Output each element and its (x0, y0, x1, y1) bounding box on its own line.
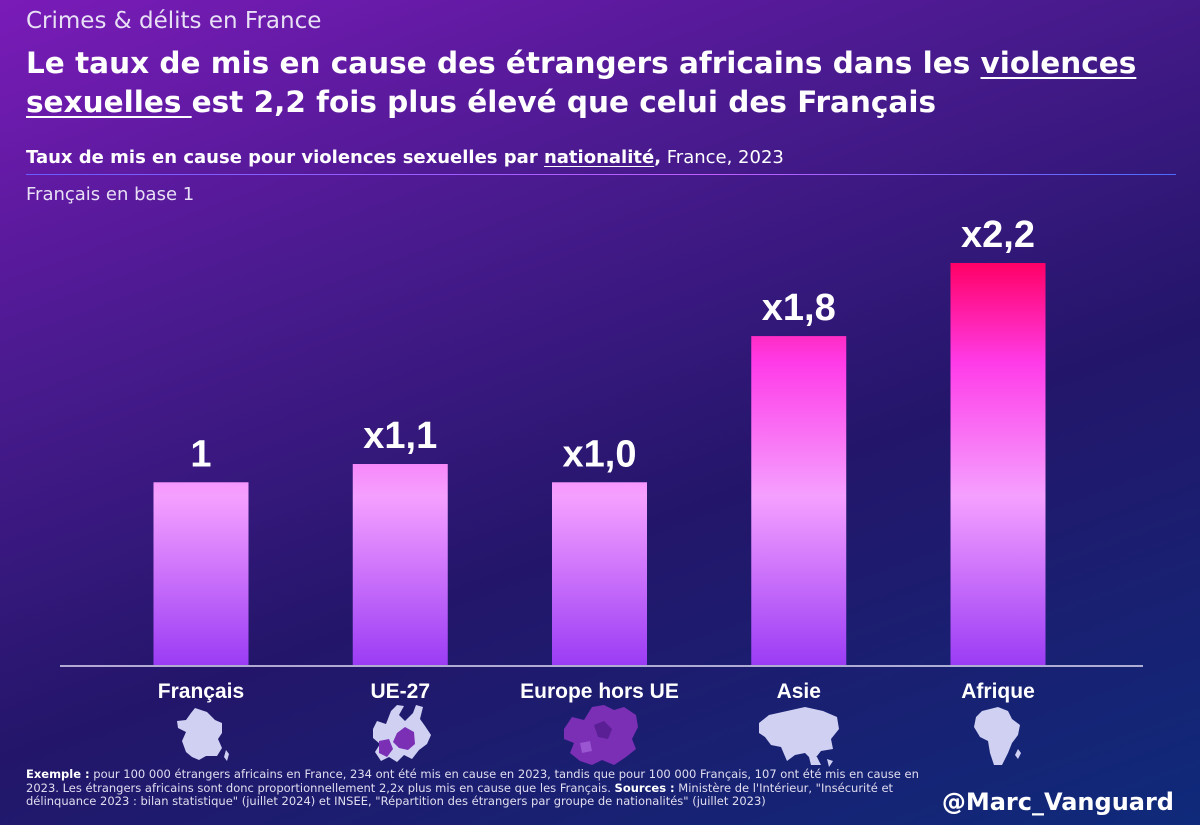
value-label-1: x1,1 (363, 415, 437, 457)
bar-0 (153, 482, 249, 665)
value-label-0: 1 (190, 433, 211, 475)
france-map-icon (177, 708, 229, 761)
category-label-1: UE-27 (370, 680, 430, 703)
europe-non-eu-map-icon (564, 705, 638, 765)
category-label-2: Europe hors UE (520, 680, 679, 703)
category-label-0: Français (158, 680, 244, 703)
divider (26, 174, 1176, 175)
bar-2 (552, 482, 647, 665)
headline-part-1: Le taux de mis en cause des étrangers af… (26, 46, 981, 80)
value-label-4: x2,2 (961, 214, 1035, 256)
subtitle-bold: Taux de mis en cause pour violences sexu… (26, 147, 544, 168)
example-label: Exemple : (26, 767, 90, 781)
bar-4 (950, 263, 1046, 665)
bar-1 (352, 464, 448, 665)
subtitle-rest: France, 2023 (661, 147, 784, 168)
headline-part-2: est 2,2 fois plus élevé que celui des Fr… (191, 85, 936, 119)
value-label-2: x1,0 (563, 433, 637, 475)
headline: Le taux de mis en cause des étrangers af… (26, 44, 1176, 122)
category-label-4: Afrique (961, 680, 1035, 703)
example-text: pour 100 000 étrangers africains en Fran… (26, 767, 919, 795)
kicker: Crimes & délits en France (26, 8, 322, 34)
sources-text: Ministère de l'Intérieur, "Insécurité et… (26, 780, 894, 808)
subtitle-nationalite: nationalité (543, 147, 655, 168)
value-label-3: x1,8 (762, 287, 836, 329)
sources-label: Sources : (614, 780, 675, 795)
chart-subtitle: Taux de mis en cause pour violences sexu… (26, 147, 784, 168)
bar-3 (751, 336, 847, 665)
footnote: Exemple : pour 100 000 étrangers africai… (26, 767, 926, 809)
asia-map-icon (759, 707, 839, 767)
eu27-map-icon (373, 705, 431, 762)
category-label-3: Asie (777, 680, 821, 703)
africa-map-icon (974, 707, 1021, 765)
headline-underlined-1: violences (980, 46, 1137, 80)
subtitle-comma: , (654, 147, 662, 168)
headline-underlined-2: sexuelles (26, 85, 192, 119)
author-handle: @Marc_Vanguard (941, 788, 1174, 816)
base-note: Français en base 1 (26, 184, 195, 205)
